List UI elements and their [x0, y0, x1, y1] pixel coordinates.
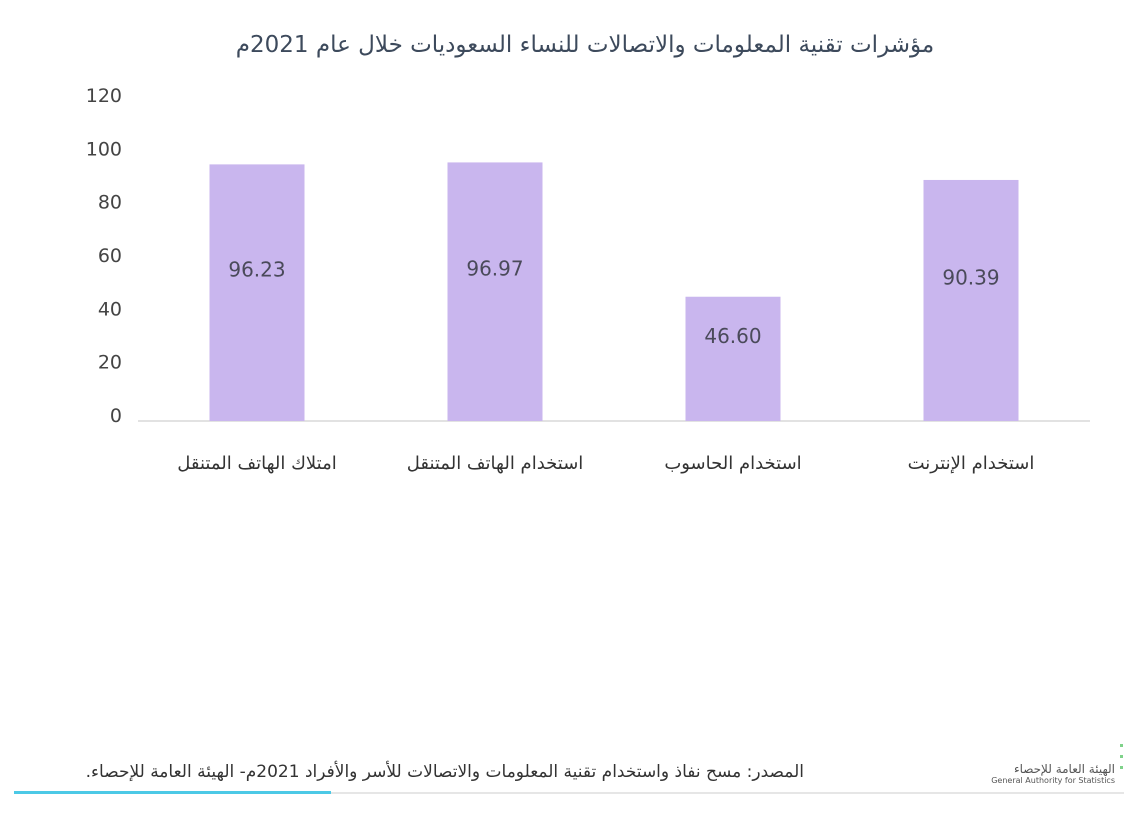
- x-tick-label: استخدام الإنترنت: [908, 453, 1035, 474]
- bar: [923, 179, 1019, 421]
- data-label: 46.60: [704, 324, 761, 348]
- x-tick-label: استخدام الحاسوب: [664, 453, 801, 474]
- bar: [447, 162, 543, 421]
- y-tick-label: 80: [98, 192, 122, 214]
- logo-arabic-text: الهيئة العامة للإحصاء: [1013, 762, 1115, 776]
- footer-accent-line: [14, 791, 331, 794]
- y-tick-label: 0: [110, 405, 122, 427]
- data-label: 96.97: [466, 257, 523, 281]
- logo-english-text: General Authority for Statistics: [991, 776, 1115, 785]
- y-tick-label: 60: [98, 245, 122, 267]
- y-tick-label: 100: [86, 138, 122, 160]
- data-label: 96.23: [228, 258, 285, 282]
- y-tick-label: 40: [98, 298, 122, 320]
- bar: [685, 296, 781, 421]
- gastat-logo: الهيئة العامة للإحصاء General Authority …: [990, 762, 1115, 785]
- bar: [209, 164, 305, 422]
- source-note: المصدر: مسح نفاذ واستخدام تقنية المعلوما…: [85, 762, 804, 782]
- data-label: 90.39: [942, 265, 999, 289]
- bar-chart: 0 20 40 60 80 100 120 96.23 امتلاك الهاتف المتنق…: [86, 85, 1090, 474]
- footer-divider: [14, 792, 1124, 794]
- x-tick-label: امتلاك الهاتف المتنقل: [177, 453, 337, 474]
- y-tick-label: 120: [86, 85, 122, 107]
- y-tick-label: 20: [98, 352, 122, 374]
- logo-mark-icon: [1120, 744, 1124, 774]
- x-tick-label: استخدام الهاتف المتنقل: [407, 453, 584, 474]
- chart-title: مؤشرات تقنية المعلومات والاتصالات للنساء…: [235, 32, 935, 58]
